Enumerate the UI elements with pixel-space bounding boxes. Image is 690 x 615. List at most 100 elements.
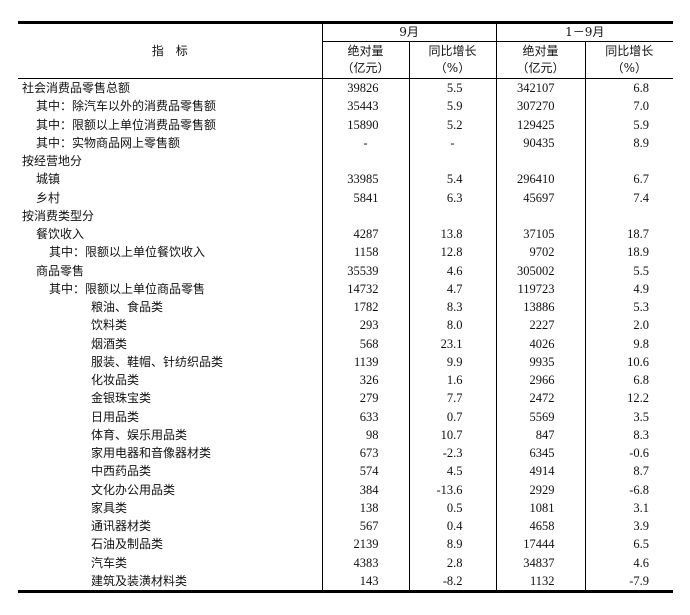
indicator-name: 城镇 bbox=[18, 170, 323, 189]
indicator-name: 文化办公用品类 bbox=[18, 480, 323, 499]
indicator-name: 通讯器材类 bbox=[18, 517, 323, 536]
month-abs-cell: 279 bbox=[322, 389, 410, 408]
month-yoy-cell: -8.2 bbox=[409, 571, 497, 593]
ytd-abs-cell: 342107 bbox=[496, 78, 586, 98]
month-yoy-cell: 5.2 bbox=[409, 115, 497, 134]
month-abs-cell: 138 bbox=[322, 498, 410, 517]
month-yoy-cell: 12.8 bbox=[409, 243, 497, 262]
indicator-name: 金银珠宝类 bbox=[18, 389, 323, 408]
ytd-yoy-cell: 3.9 bbox=[633, 519, 650, 534]
ytd-yoy-header: 同比增长 （%） bbox=[585, 41, 674, 79]
ytd-yoy-cell: -7.9 bbox=[585, 571, 674, 593]
ytd-abs-cell: 17444 bbox=[496, 535, 586, 554]
month-abs-cell: 673 bbox=[322, 444, 410, 463]
ytd-abs-header: 绝对量 （亿元） bbox=[496, 41, 586, 79]
month-yoy-cell: 23.1 bbox=[409, 334, 497, 353]
month-yoy-cell: 8.0 bbox=[409, 316, 497, 335]
table-row: 社会消费品零售总额 39826 5.5 342107 6.8 bbox=[18, 78, 673, 98]
month-abs-cell: 5841 bbox=[322, 188, 410, 207]
indicator-name: 其中：限额以上单位商品零售 bbox=[18, 279, 323, 298]
ytd-yoy-cell: -6.8 bbox=[629, 482, 650, 497]
ytd-yoy-cell: 4.9 bbox=[633, 281, 650, 296]
table-row: 其中：限额以上单位餐饮收入 1158 12.8 9702 18.9 bbox=[18, 243, 673, 262]
ytd-abs-cell bbox=[496, 152, 586, 171]
table-row: 饮料类 293 8.0 2227 2.0 bbox=[18, 316, 673, 335]
table-row: 家具类 138 0.5 1081 3.1 bbox=[18, 498, 673, 517]
table-row: 金银珠宝类 279 7.7 2472 12.2 bbox=[18, 389, 673, 408]
indicator-name: 汽车类 bbox=[18, 553, 323, 572]
ytd-yoy-cell: 9.8 bbox=[633, 336, 650, 351]
ytd-abs-cell: 307270 bbox=[496, 97, 586, 116]
month-abs-cell: 567 bbox=[322, 517, 410, 536]
indicator-name: 其中：实物商品网上零售额 bbox=[18, 133, 323, 152]
indicator-name: 化妆品类 bbox=[18, 371, 323, 390]
month-abs-cell: 4287 bbox=[322, 225, 410, 244]
month-abs-cell: 1782 bbox=[322, 298, 410, 317]
ytd-yoy-cell: 7.0 bbox=[633, 99, 650, 114]
ytd-header: 1－9月 bbox=[496, 21, 674, 42]
ytd-yoy-cell: 5.3 bbox=[633, 300, 650, 315]
ytd-abs-cell: 1081 bbox=[496, 498, 586, 517]
month-abs-cell: 1158 bbox=[322, 243, 410, 262]
ytd-yoy-cell: -0.6 bbox=[629, 446, 650, 461]
month-abs-cell: - bbox=[322, 133, 410, 152]
month-yoy-cell: 5.5 bbox=[409, 78, 497, 98]
ytd-abs-cell bbox=[496, 206, 586, 225]
table-row: 按消费类型分 bbox=[18, 206, 673, 225]
indicator-name: 其中：除汽车以外的消费品零售额 bbox=[18, 97, 323, 116]
month-yoy-cell: 4.5 bbox=[409, 462, 497, 481]
month-yoy-cell: 0.7 bbox=[409, 407, 497, 426]
table-row: 按经营地分 bbox=[18, 152, 673, 171]
month-yoy-header: 同比增长 （%） bbox=[409, 41, 497, 79]
ytd-abs-cell: 1132 bbox=[496, 571, 586, 593]
indicator-name: 家具类 bbox=[18, 498, 323, 517]
month-abs-cell: 14732 bbox=[322, 279, 410, 298]
indicator-name: 服装、鞋帽、针纺织品类 bbox=[18, 352, 323, 371]
indicator-name: 石油及制品类 bbox=[18, 535, 323, 554]
ytd-abs-cell: 4914 bbox=[496, 462, 586, 481]
ytd-abs-cell: 119723 bbox=[496, 279, 586, 298]
month-yoy-cell: 2.8 bbox=[409, 553, 497, 572]
ytd-yoy-cell: 3.1 bbox=[633, 500, 650, 515]
yoy-label: 同比增长 bbox=[605, 44, 654, 58]
month-abs-cell: 15890 bbox=[322, 115, 410, 134]
ytd-abs-cell: 13886 bbox=[496, 298, 586, 317]
month-abs-cell: 633 bbox=[322, 407, 410, 426]
yoy-unit: （%） bbox=[434, 61, 471, 75]
abs-label: 绝对量 bbox=[347, 44, 384, 58]
retail-sales-table: 指 标 9月 1－9月 绝对量 （亿元） 同比增长 （%） 绝对量 （亿元） 同比增长… bbox=[18, 21, 674, 593]
month-abs-cell: 35443 bbox=[322, 97, 410, 116]
ytd-abs-cell: 847 bbox=[496, 425, 586, 444]
indicator-name: 餐饮收入 bbox=[18, 225, 323, 244]
table-row: 其中：除汽车以外的消费品零售额 35443 5.9 307270 7.0 bbox=[18, 97, 673, 116]
table-row: 文化办公用品类 384 -13.6 2929 -6.8 bbox=[18, 480, 673, 499]
ytd-yoy-cell: 4.6 bbox=[633, 555, 650, 570]
month-abs-cell: 39826 bbox=[322, 78, 410, 98]
ytd-abs-cell: 305002 bbox=[496, 261, 586, 280]
ytd-abs-cell: 4026 bbox=[496, 334, 586, 353]
month-yoy-cell: -13.6 bbox=[409, 480, 497, 499]
ytd-abs-cell: 9935 bbox=[496, 352, 586, 371]
table-row: 通讯器材类 567 0.4 4658 3.9 bbox=[18, 517, 673, 536]
table-row: 建筑及装潢材料类 143 -8.2 1132 -7.9 bbox=[18, 571, 674, 593]
month-yoy-cell: 4.7 bbox=[409, 279, 497, 298]
indicator-name: 烟酒类 bbox=[18, 334, 323, 353]
month-abs-cell: 143 bbox=[322, 571, 410, 593]
indicator-name: 家用电器和音像器材类 bbox=[18, 444, 323, 463]
ytd-yoy-cell: 8.9 bbox=[633, 135, 650, 150]
month-yoy-cell: 10.7 bbox=[409, 425, 497, 444]
month-abs-cell: 568 bbox=[322, 334, 410, 353]
ytd-abs-cell: 2472 bbox=[496, 389, 586, 408]
indicator-name: 日用品类 bbox=[18, 407, 323, 426]
table-row: 其中：限额以上单位商品零售 14732 4.7 119723 4.9 bbox=[18, 279, 673, 298]
table-header: 指 标 9月 1－9月 绝对量 （亿元） 同比增长 （%） 绝对量 （亿元） 同比增长… bbox=[18, 21, 674, 79]
month-abs-cell: 1139 bbox=[322, 352, 410, 371]
ytd-abs-cell: 2929 bbox=[496, 480, 586, 499]
indicator-name: 其中：限额以上单位餐饮收入 bbox=[18, 243, 323, 262]
ytd-yoy-cell: 7.4 bbox=[633, 190, 650, 205]
table-row: 其中：限额以上单位消费品零售额 15890 5.2 129425 5.9 bbox=[18, 115, 673, 134]
abs-unit: （亿元） bbox=[341, 61, 390, 75]
month-abs-cell: 574 bbox=[322, 462, 410, 481]
ytd-yoy-cell: 6.8 bbox=[633, 81, 650, 96]
table-row: 烟酒类 568 23.1 4026 9.8 bbox=[18, 334, 673, 353]
